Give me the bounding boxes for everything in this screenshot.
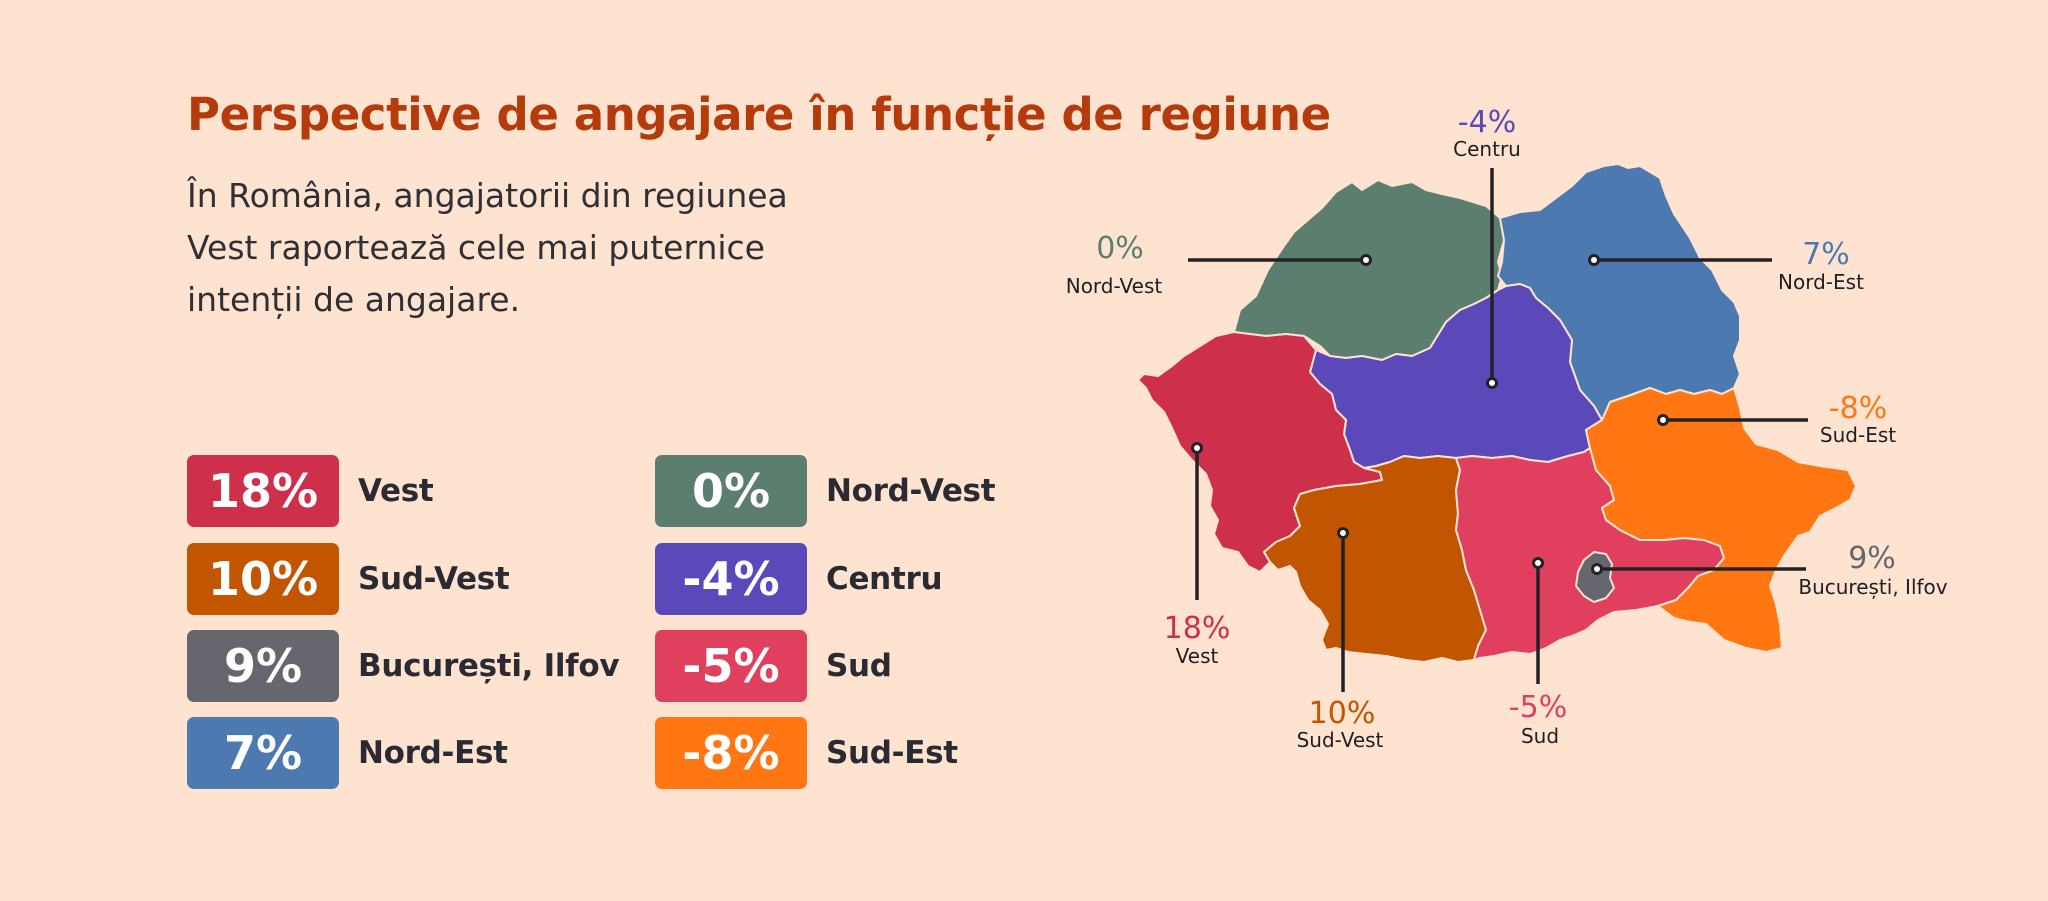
value-badge: 0% [655,455,807,527]
region-label: Sud [826,648,892,684]
region-label: Vest [358,473,434,509]
region-label: Nord-Vest [826,473,996,509]
map-label-centru: Centru [1453,137,1521,161]
map-value-sud-est: -8% [1829,391,1887,426]
region-label: Sud-Vest [358,561,510,597]
legend-item-nord-vest: 0% Nord-Vest [655,455,996,527]
marker-dot-nord-vest [1360,254,1372,266]
marker-dot-nord-est [1588,254,1600,266]
map-value-nord-vest: 0% [1096,231,1144,266]
marker-dot-bucuresti-ilfov [1591,563,1603,575]
legend-item-sud: -5% Sud [655,630,892,702]
value-badge: -4% [655,543,807,615]
map-label-sud-est: Sud-Est [1820,423,1896,447]
marker-dot-sud-vest [1337,527,1349,539]
legend-item-nord-est: 7% Nord-Est [187,717,508,789]
marker-dot-sud [1532,557,1544,569]
map-value-nord-est: 7% [1802,237,1850,272]
map-label-bucuresti-ilfov: București, Ilfov [1798,575,1947,599]
value-badge: 9% [187,630,339,702]
map-value-sud: -5% [1509,690,1567,725]
value-badge: -8% [655,717,807,789]
legend-item-centru: -4% Centru [655,543,943,615]
map-value-vest: 18% [1164,611,1231,646]
region-label: Centru [826,561,943,597]
region-bucuresti-ilfov[interactable] [1575,551,1615,603]
legend-item-vest: 18% Vest [187,455,434,527]
region-label: București, Ilfov [358,648,620,684]
map-label-vest: Vest [1176,644,1219,668]
region-label: Nord-Est [358,735,508,771]
value-badge: 18% [187,455,339,527]
value-badge: 10% [187,543,339,615]
legend-item-sud-est: -8% Sud-Est [655,717,958,789]
value-badge: 7% [187,717,339,789]
page-subtitle: În România, angajatorii din regiunea Ves… [187,176,788,319]
region-sud-est[interactable] [1585,387,1857,653]
value-badge: -5% [655,630,807,702]
map-label-sud: Sud [1521,724,1559,748]
region-sud-vest[interactable] [1263,455,1487,663]
map-label-nord-vest: Nord-Vest [1066,274,1163,298]
map-value-sud-vest: 10% [1309,696,1376,731]
page-title: Perspective de angajare în funcție de re… [187,88,1331,141]
legend-item-sud-vest: 10% Sud-Vest [187,543,510,615]
marker-dot-centru [1486,377,1498,389]
map-value-bucuresti-ilfov: 9% [1848,541,1896,576]
region-label: Sud-Est [826,735,958,771]
map-label-nord-est: Nord-Est [1778,270,1864,294]
marker-dot-sud-est [1657,414,1669,426]
map-label-sud-vest: Sud-Vest [1297,728,1384,752]
map-value-centru: -4% [1458,105,1516,140]
legend-item-bucuresti-ilfov: 9% București, Ilfov [187,630,620,702]
marker-dot-vest [1191,442,1203,454]
